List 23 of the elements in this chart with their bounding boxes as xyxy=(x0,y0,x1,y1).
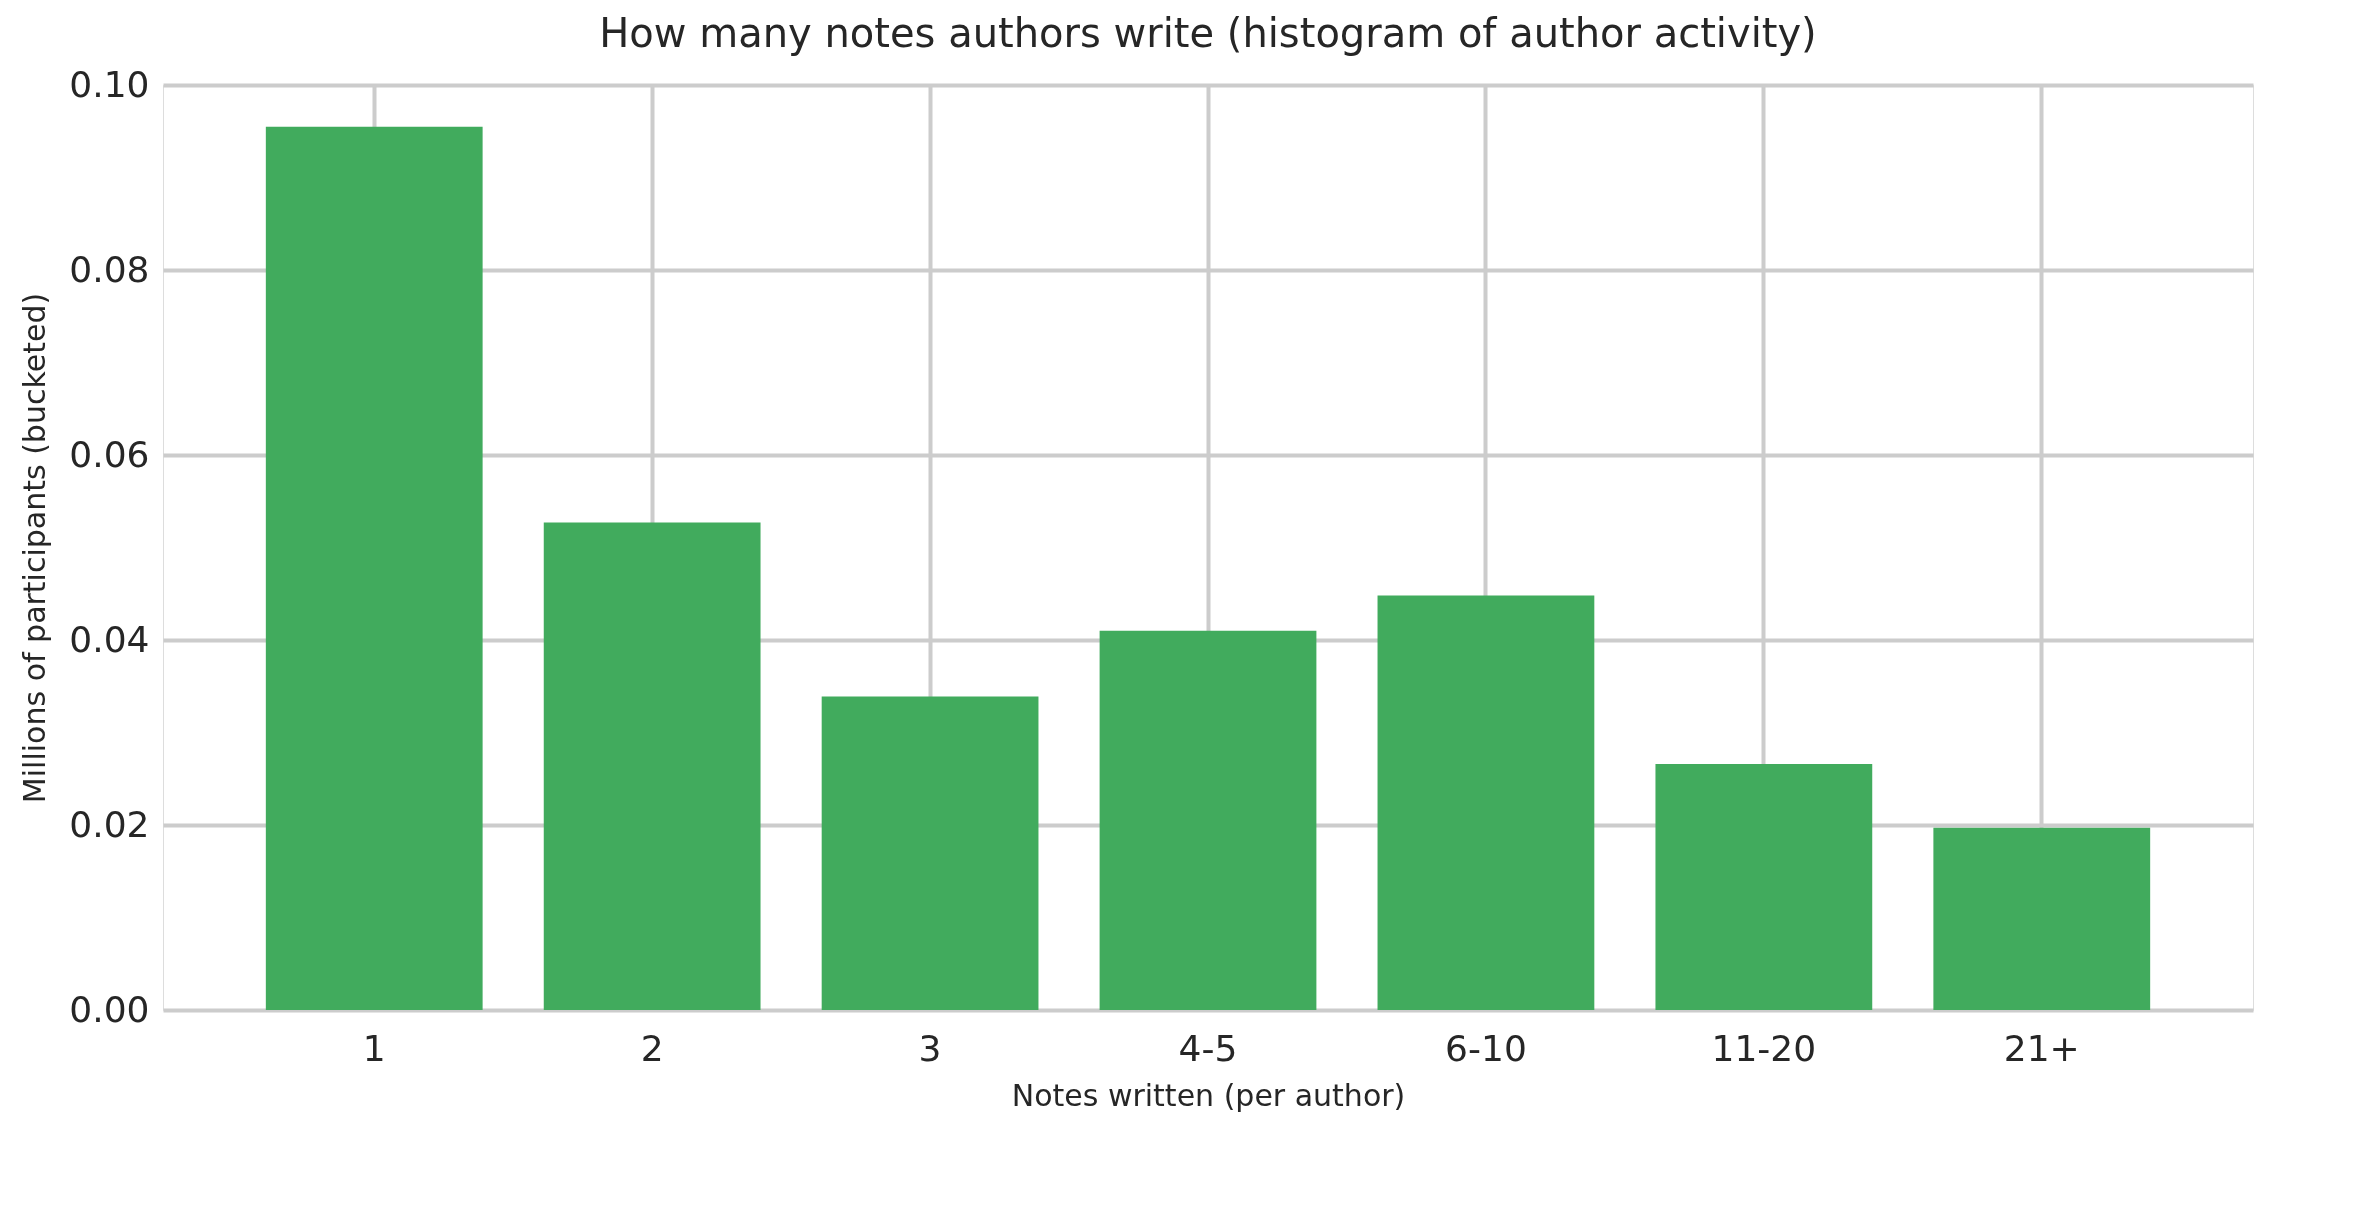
y-tick-label: 0.06 xyxy=(69,433,150,475)
bar xyxy=(1933,827,2151,1010)
chart-title: How many notes authors write (histogram of author activity) xyxy=(599,10,1817,56)
x-axis-title: Notes written (per author) xyxy=(1011,1077,1406,1113)
x-tick-label: 21+ xyxy=(2003,1027,2080,1069)
x-tick-label: 4-5 xyxy=(1178,1027,1238,1069)
x-tick-label: 3 xyxy=(918,1027,942,1069)
bar xyxy=(265,126,483,1010)
y-tick-label: 0.00 xyxy=(69,988,150,1030)
x-tick-label: 1 xyxy=(362,1027,386,1069)
y-axis-title: Millions of participants (bucketed) xyxy=(17,292,53,804)
y-tick-label: 0.04 xyxy=(69,618,150,660)
bar xyxy=(1099,630,1317,1010)
y-tick-label: 0.08 xyxy=(69,248,150,290)
y-tick-label: 0.02 xyxy=(69,803,150,845)
bar xyxy=(821,696,1039,1010)
x-tick-label: 6-10 xyxy=(1445,1027,1527,1069)
bar xyxy=(543,522,761,1010)
bar xyxy=(1655,763,1873,1010)
y-tick-label: 0.10 xyxy=(69,63,150,105)
x-tick-label: 11-20 xyxy=(1711,1027,1817,1069)
bar xyxy=(1377,595,1595,1010)
x-tick-label: 2 xyxy=(640,1027,664,1069)
